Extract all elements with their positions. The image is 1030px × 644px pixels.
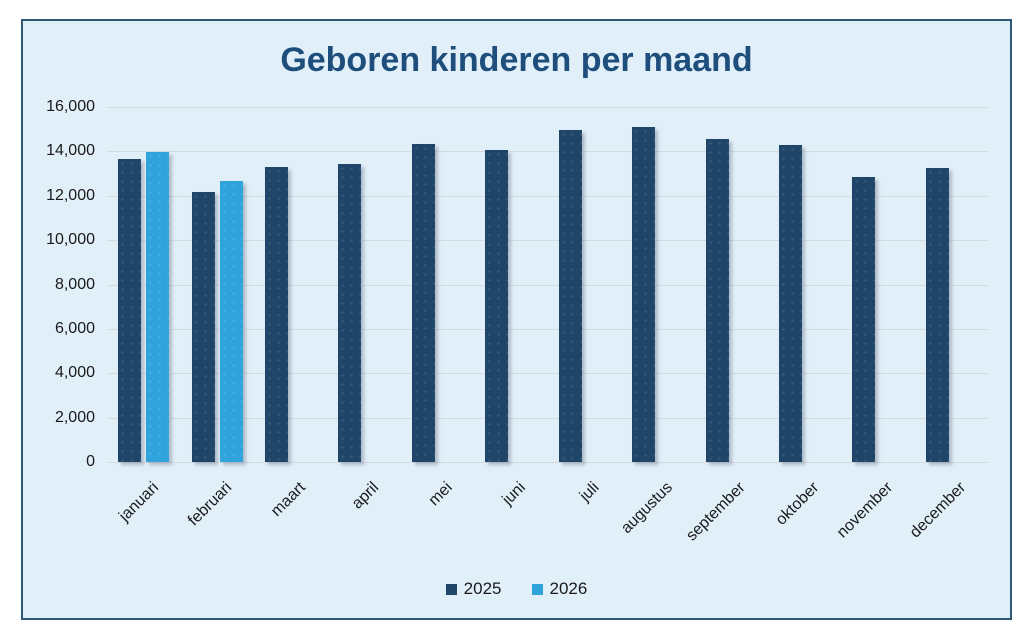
- bar-group-augustus: [621, 107, 694, 462]
- gridline-8000: [107, 284, 988, 286]
- bar-2026-januari: [146, 152, 170, 462]
- bar-group-februari: [180, 107, 253, 462]
- xtick-label-augustus: augustus: [617, 479, 676, 537]
- ytick-label-0: 0: [86, 453, 95, 470]
- gridline-4000: [107, 373, 988, 375]
- bar-2025-oktober: [778, 144, 802, 462]
- ytick-label-12000: 12,000: [46, 186, 95, 204]
- gridline-6000: [107, 328, 988, 330]
- legend-item-2026: 2026: [531, 579, 588, 599]
- bar-group-juli: [548, 107, 621, 462]
- legend-swatch-2026: [531, 583, 543, 595]
- ytick-label-8000: 8,000: [54, 275, 95, 293]
- chart-title: Geboren kinderen per maand: [280, 41, 753, 79]
- gridline-14000: [107, 151, 988, 153]
- xtick-label-november: november: [833, 479, 896, 542]
- xtick-label-januari: januari: [115, 479, 162, 525]
- bar-group-oktober: [768, 107, 841, 462]
- bar-group-november: [841, 107, 914, 462]
- plot-area: [107, 107, 988, 463]
- bar-2025-juli: [558, 130, 582, 462]
- xtick-label-juni: juni: [499, 479, 529, 509]
- ytick-label-2000: 2,000: [54, 408, 95, 426]
- bar-2025-november: [852, 176, 876, 462]
- bar-2026-februari: [219, 181, 243, 462]
- xtick-label-oktober: oktober: [772, 479, 823, 529]
- bar-2025-februari: [191, 192, 215, 462]
- legend-item-2025: 2025: [445, 579, 502, 599]
- xtick-label-december: december: [906, 479, 970, 542]
- ytick-label-4000: 4,000: [54, 364, 95, 382]
- bar-2025-december: [925, 168, 949, 462]
- bar-group-mei: [401, 107, 474, 462]
- xtick-label-april: april: [348, 479, 382, 513]
- bar-2025-april: [338, 163, 362, 462]
- gridline-10000: [107, 240, 988, 242]
- legend: 2025 2026: [23, 579, 1010, 599]
- xtick-label-mei: mei: [425, 479, 456, 510]
- xtick-label-september: september: [683, 479, 750, 545]
- xtick-label-maart: maart: [267, 479, 309, 520]
- xtick-label-februari: februari: [184, 479, 236, 530]
- bar-group-maart: [254, 107, 327, 462]
- bar-2025-augustus: [632, 126, 656, 462]
- chart-frame: Geboren kinderen per maand 0 2,000 4,000 6,…: [21, 19, 1012, 620]
- bar-2025-januari: [118, 159, 142, 462]
- gridline-0: [107, 462, 988, 463]
- bar-2025-mei: [411, 143, 435, 462]
- ytick-label-14000: 14,000: [46, 142, 95, 160]
- ytick-label-10000: 10,000: [46, 231, 95, 249]
- bar-group-april: [327, 107, 400, 462]
- gridline-16000: [107, 107, 988, 108]
- legend-label-2026: 2026: [549, 579, 588, 598]
- bar-group-januari: [107, 107, 180, 462]
- ytick-label-16000: 16,000: [46, 98, 95, 115]
- gridline-2000: [107, 417, 988, 419]
- bar-group-juni: [474, 107, 547, 462]
- bar-group-september: [694, 107, 767, 462]
- bar-2025-juni: [485, 150, 509, 462]
- bar-group-december: [915, 107, 988, 462]
- bar-2025-september: [705, 139, 729, 462]
- gridline-12000: [107, 195, 988, 197]
- bar-2025-maart: [265, 166, 289, 462]
- legend-swatch-2025: [445, 583, 457, 595]
- xtick-label-juli: juli: [576, 479, 603, 505]
- ytick-label-6000: 6,000: [54, 319, 95, 337]
- legend-label-2025: 2025: [463, 579, 502, 598]
